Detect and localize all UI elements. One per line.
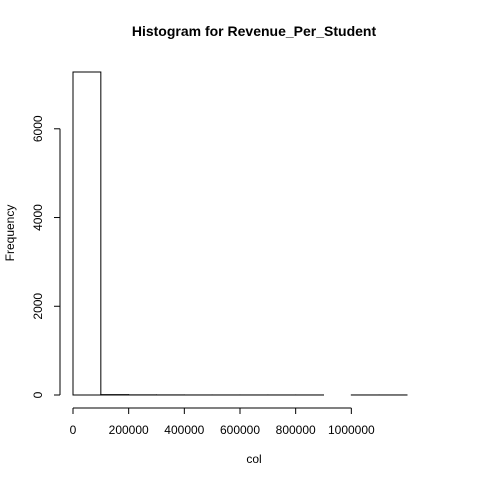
x-tick-label-5: 1000000 [328, 423, 375, 437]
y-axis: 0 2000 4000 6000 [31, 115, 61, 398]
y-tick-label-1: 2000 [31, 293, 45, 320]
y-tick-label-2: 4000 [31, 204, 45, 231]
x-tick-label-1: 200000 [109, 423, 149, 437]
y-tick-label-3: 6000 [31, 115, 45, 142]
chart-title: Histogram for Revenue_Per_Student [132, 23, 377, 39]
histogram-bar-0 [72, 71, 102, 396]
x-tick-label-4: 800000 [276, 423, 316, 437]
x-axis-label: col [246, 452, 261, 466]
y-axis-label: Frequency [3, 205, 17, 262]
x-tick-label-2: 400000 [164, 423, 204, 437]
x-tick-label-0: 0 [70, 423, 77, 437]
x-tick-label-3: 600000 [220, 423, 260, 437]
histogram-bars [72, 71, 408, 396]
x-axis: 0 200000 400000 600000 800000 1000000 [70, 407, 375, 437]
y-tick-label-0: 0 [31, 391, 45, 398]
